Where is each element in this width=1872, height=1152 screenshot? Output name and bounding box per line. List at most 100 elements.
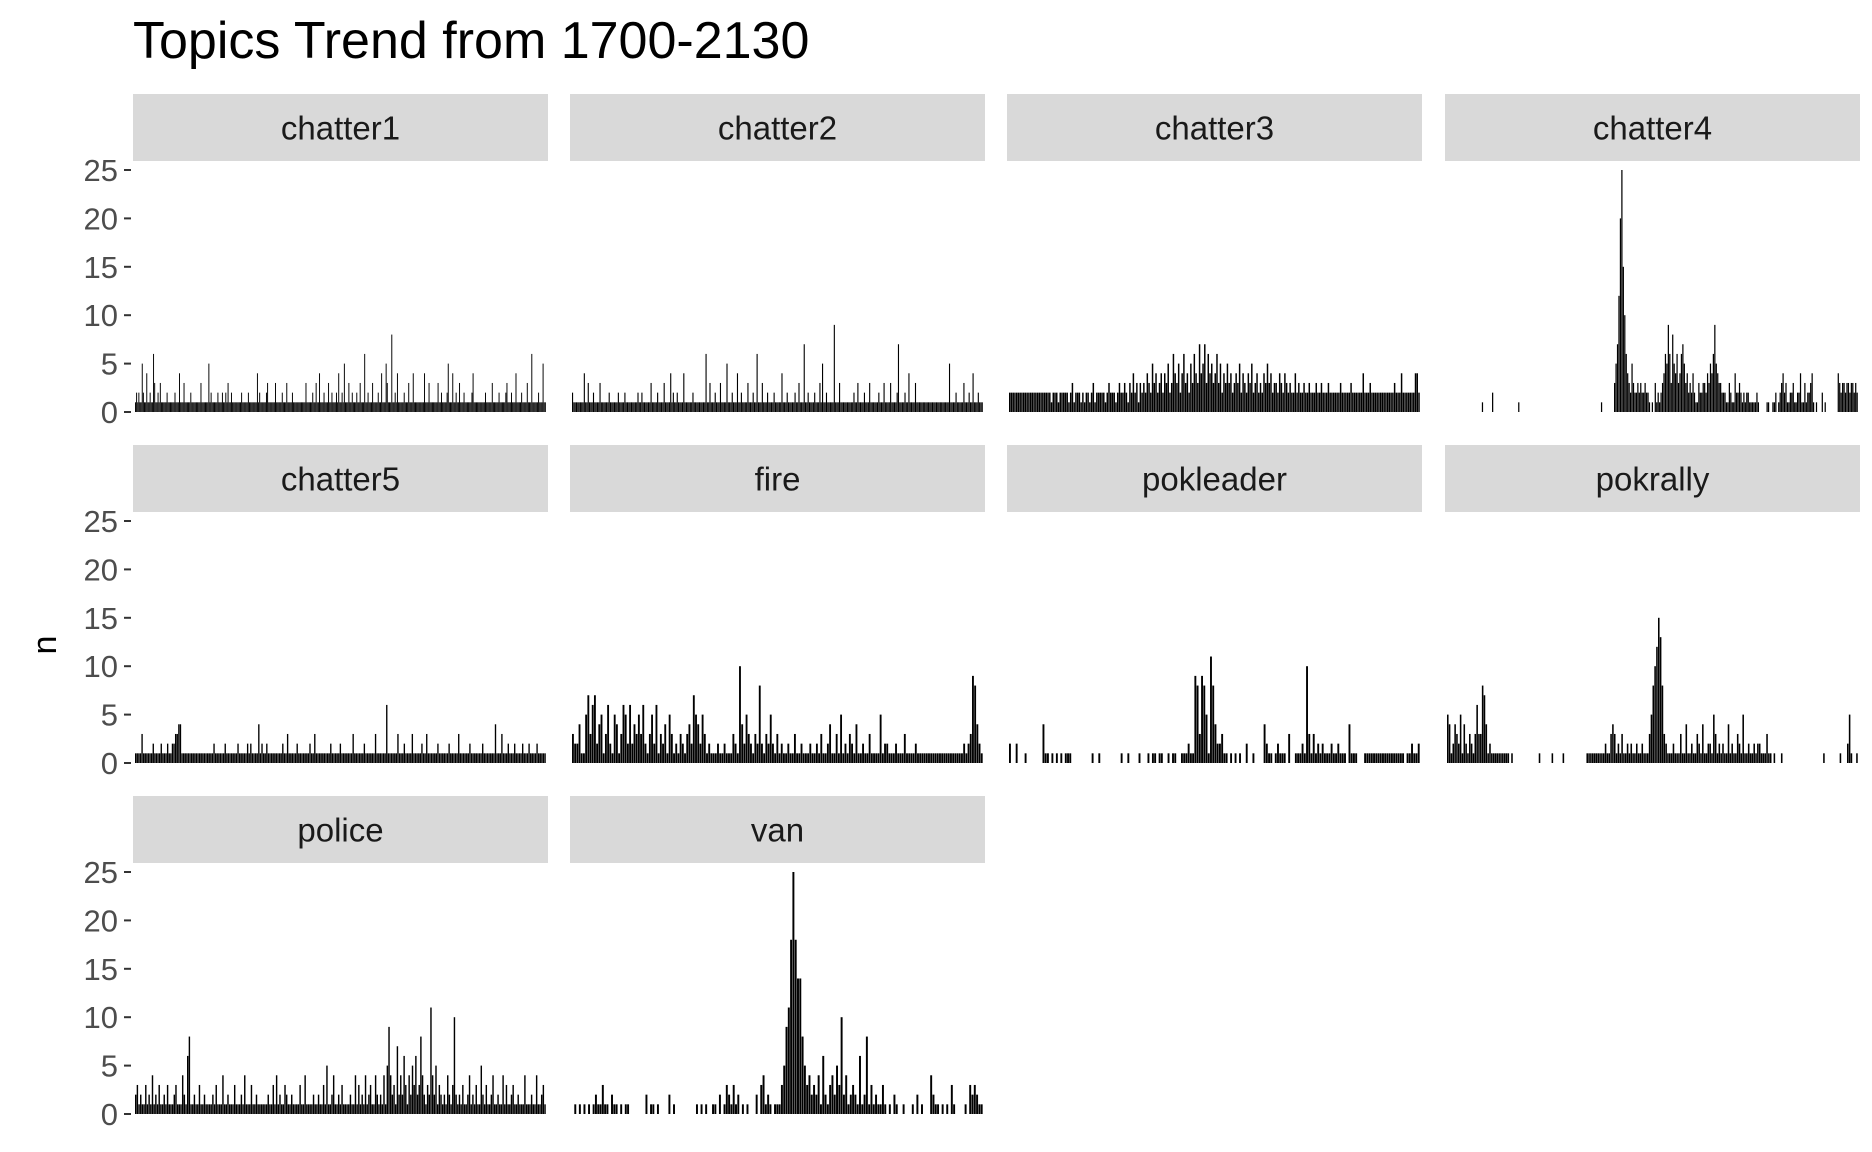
bar-chatter2 [859,402,862,412]
bar-chatter1 [175,402,177,412]
bar-police [307,1104,310,1114]
bar-chatter4 [1705,392,1707,412]
bar-pokleader [1406,753,1409,763]
bar-police [540,1094,543,1114]
bar-pokrally [1766,733,1768,763]
bar-police [171,1104,174,1114]
bar-pokrally [1648,733,1651,763]
bar-chatter4 [1692,373,1694,412]
bar-chatter2 [878,392,880,412]
bar-chatter3 [1411,392,1413,412]
bar-chatter3 [1282,392,1284,412]
y-tick-label: 15 [84,952,118,987]
bar-police [359,1104,362,1114]
bar-police [175,1084,177,1114]
bar-pokrally [1503,753,1506,763]
bar-chatter3 [1129,382,1131,412]
bar-chatter1 [209,402,211,412]
bar-chatter1 [215,402,217,412]
bar-chatter3 [1061,392,1063,412]
bar-chatter2 [641,392,643,412]
bar-chatter1 [304,402,306,412]
bar-chatter2 [948,363,951,412]
bar-pokrally [1670,753,1673,763]
bar-pokrally [1757,743,1759,763]
bar-chatter2 [871,402,873,412]
bar-chatter1 [521,392,523,412]
bar-fire [675,743,678,763]
bar-fire [662,743,664,763]
bar-chatter3 [1230,373,1232,412]
bar-chatter3 [1022,392,1025,412]
bar-chatter2 [585,402,587,412]
bar-chatter1 [269,402,271,412]
bar-pokrally [1500,753,1502,763]
bar-chatter1 [390,402,392,412]
bar-chatter5 [342,753,345,763]
bar-chatter5 [406,753,409,763]
bar-chatter5 [242,753,244,763]
bar-chatter5 [258,724,260,763]
bar-chatter3 [1325,392,1328,412]
bar-police [237,1104,239,1114]
bar-chatter4 [1686,373,1688,412]
bar-chatter2 [795,402,797,412]
bar-pokleader [1337,743,1340,763]
bar-police [366,1104,368,1114]
bar-chatter2 [603,402,605,412]
bar-pokrally [1628,753,1631,763]
bar-chatter1 [146,373,148,412]
bar-fire [679,733,682,763]
bar-fire [890,753,893,763]
bar-chatter2 [646,402,648,412]
bar-pokleader [1265,743,1268,763]
bar-pokleader [1214,724,1217,763]
bar-chatter3 [1237,382,1239,412]
bar-chatter5 [448,743,450,763]
bar-chatter2 [861,402,863,412]
bar-chatter5 [344,753,346,763]
bar-pokrally [1694,753,1697,763]
bar-chatter4 [1616,344,1619,412]
bar-pokleader [1386,753,1389,763]
bar-chatter1 [232,402,234,412]
bar-chatter3 [1209,373,1211,412]
bar-pokleader [1299,753,1302,763]
bar-chatter4 [1757,402,1760,412]
bar-chatter5 [422,753,425,763]
bar-pokrally [1711,753,1713,763]
bar-chatter5 [381,753,383,763]
bar-police [383,1075,385,1114]
bar-police [319,1104,321,1114]
bar-chatter3 [1155,373,1157,412]
bar-chatter3 [1012,392,1014,412]
bar-van [865,1036,868,1114]
bar-pokleader [1203,685,1206,763]
bar-chatter1 [360,402,362,412]
bar-chatter2 [676,392,678,412]
bar-chatter1 [282,402,284,412]
bar-chatter1 [244,402,246,412]
bar-pokrally [1623,753,1625,763]
bar-chatter3 [1204,344,1206,412]
bar-fire [739,666,741,763]
bar-van [599,1104,602,1114]
bar-chatter1 [286,382,288,412]
bar-chatter1 [251,402,253,412]
bar-chatter3 [1132,373,1135,412]
bar-chatter2 [968,392,970,412]
bar-fire [934,753,937,763]
bar-pokleader [1183,753,1186,763]
bar-chatter1 [474,402,476,412]
bar-chatter1 [452,373,454,412]
bar-pokleader [1294,753,1297,763]
bar-fire [710,753,713,763]
bar-chatter5 [384,753,386,763]
bar-chatter1 [293,402,295,412]
bar-pokrally [1650,714,1653,763]
bar-van [778,1104,781,1114]
bar-police [468,1075,471,1114]
bar-chatter5 [294,753,297,763]
bar-fire [923,753,926,763]
bar-van [937,1104,940,1114]
